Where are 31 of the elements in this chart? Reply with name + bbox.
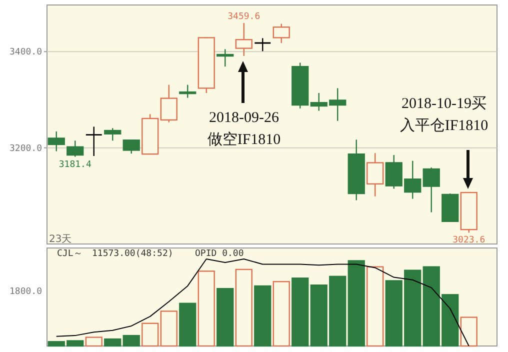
candlestick bbox=[160, 84, 178, 123]
annotation: 2018-09-26 做空IF1810 bbox=[207, 110, 281, 148]
annotation: 11573.00(48:52) bbox=[92, 249, 174, 259]
bar bbox=[104, 338, 122, 347]
bar bbox=[122, 334, 140, 347]
y-tick-label: 3400.0 bbox=[9, 48, 42, 58]
annotation: 3023.6 bbox=[452, 236, 486, 246]
text: 1800.0 bbox=[9, 287, 42, 297]
candlestick bbox=[254, 38, 272, 52]
candlestick bbox=[122, 140, 140, 154]
bar bbox=[348, 260, 365, 347]
candlestick bbox=[85, 126, 103, 157]
bar bbox=[254, 285, 272, 347]
candlestick bbox=[235, 22, 252, 57]
candlestick bbox=[104, 128, 122, 142]
candlestick bbox=[422, 166, 440, 213]
candlestick bbox=[272, 23, 290, 44]
bar bbox=[292, 278, 309, 347]
annotation: 2018-10-19买入平仓IF1810 bbox=[400, 96, 488, 134]
annotation: OPID 0.00 bbox=[195, 249, 244, 259]
candlestick bbox=[216, 48, 234, 68]
y-tick-label: 3200.0 bbox=[9, 144, 42, 154]
annotation: 3459.6 bbox=[228, 12, 260, 22]
annotation: CJL～ bbox=[57, 249, 82, 259]
bar bbox=[216, 288, 234, 347]
annotation: 3181.4 bbox=[58, 160, 92, 170]
candlestick bbox=[66, 140, 84, 158]
candlestick bbox=[366, 152, 384, 197]
annotation: 23天 bbox=[49, 234, 72, 245]
candlestick bbox=[179, 84, 196, 98]
bar bbox=[179, 302, 196, 347]
